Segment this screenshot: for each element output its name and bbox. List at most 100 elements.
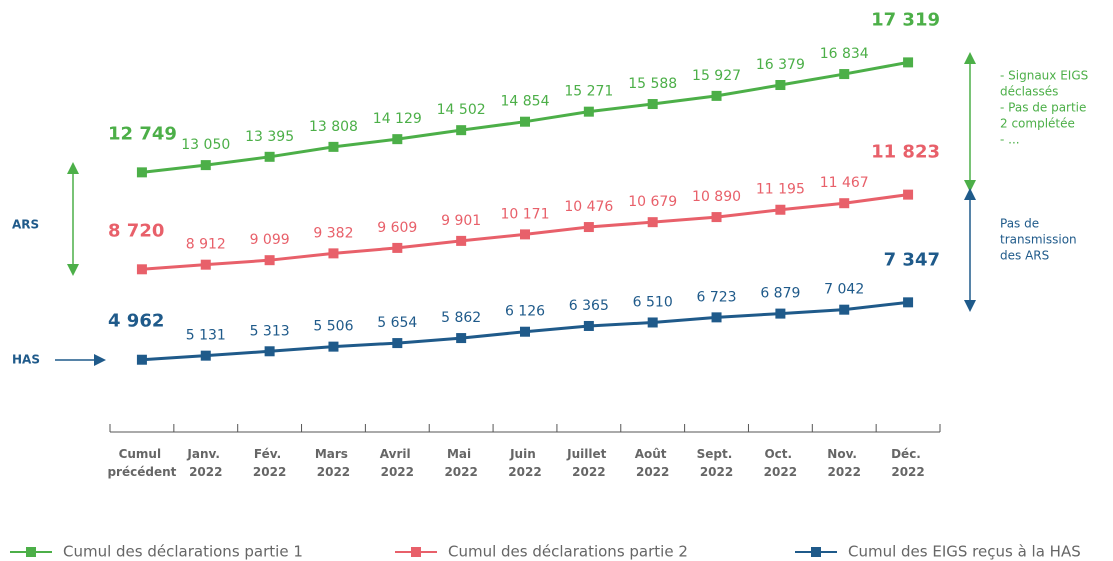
point-marker — [392, 338, 403, 349]
point-marker — [328, 341, 339, 352]
x-tick-label: Oct. 2022 — [764, 447, 797, 479]
annotation: - Pas de partie — [1000, 101, 1086, 115]
point-marker — [456, 333, 467, 344]
legend-marker — [811, 547, 821, 557]
annotation: - ... — [1000, 133, 1020, 147]
data-label: 16 834 — [820, 46, 869, 62]
point-marker — [647, 317, 658, 328]
data-label: 5 131 — [186, 328, 226, 344]
x-tick-line: 2022 — [317, 465, 350, 479]
x-tick-line: 2022 — [444, 465, 477, 479]
point-marker — [520, 229, 530, 240]
data-label: 6 365 — [569, 298, 609, 314]
point-marker — [520, 116, 530, 127]
data-label: 14 502 — [437, 102, 486, 118]
point-marker — [456, 125, 467, 136]
point-marker — [775, 80, 786, 91]
point-marker — [456, 235, 467, 246]
x-tick-label: Août 2022 — [635, 447, 671, 479]
data-label: 6 879 — [760, 286, 800, 302]
x-tick-line: 2022 — [891, 465, 924, 479]
data-label: 10 890 — [692, 189, 741, 205]
annotation: Pas de — [1000, 217, 1039, 231]
point-marker — [520, 326, 530, 337]
data-label: 7 347 — [884, 249, 940, 270]
x-tick-line: 2022 — [381, 465, 414, 479]
annotation: 2 complétée — [1000, 117, 1075, 131]
data-label: 8 912 — [186, 237, 226, 253]
x-tick-line: Mai — [447, 447, 475, 461]
has-label: HAS — [12, 353, 40, 367]
x-tick-label: Janv. 2022 — [186, 447, 224, 479]
x-tick-line: 2022 — [764, 465, 797, 479]
data-label: 15 271 — [564, 84, 613, 100]
data-label: 6 126 — [505, 304, 545, 320]
point-marker — [775, 308, 786, 319]
point-marker — [264, 151, 275, 162]
x-tick-line: Août — [635, 447, 671, 461]
point-marker — [264, 255, 275, 266]
x-tick-line: Mars — [315, 447, 352, 461]
point-marker — [200, 160, 211, 171]
x-tick-line: précédent — [107, 465, 176, 479]
x-tick-label: Cumul précédent — [107, 447, 176, 479]
point-marker — [200, 259, 211, 270]
point-marker — [136, 354, 147, 365]
point-marker — [839, 304, 850, 315]
x-tick-label: Mai 2022 — [444, 447, 477, 479]
point-marker — [200, 350, 211, 361]
legend-label: Cumul des EIGS reçus à la HAS — [848, 543, 1081, 561]
annotation: transmission — [1000, 233, 1077, 247]
point-marker — [328, 141, 339, 152]
data-label: 10 476 — [564, 199, 613, 215]
x-tick-label: Sept. 2022 — [697, 447, 737, 479]
data-label: 14 854 — [501, 94, 550, 110]
data-label: 13 395 — [245, 129, 294, 145]
x-tick-line: 2022 — [828, 465, 861, 479]
x-tick-line: 2022 — [636, 465, 669, 479]
point-marker — [136, 167, 147, 178]
point-marker — [839, 198, 850, 209]
data-label: 6 510 — [633, 294, 673, 310]
data-label: 7 042 — [824, 282, 864, 298]
data-label: 11 467 — [820, 175, 869, 191]
point-marker — [711, 90, 722, 101]
data-label: 12 749 — [108, 123, 177, 144]
point-marker — [392, 134, 403, 145]
point-marker — [583, 222, 594, 233]
data-label: 6 723 — [696, 289, 736, 305]
data-label: 9 901 — [441, 213, 481, 229]
point-marker — [775, 204, 786, 215]
x-tick-label: Juillet 2022 — [566, 447, 610, 479]
x-tick-label: Juin 2022 — [508, 447, 541, 479]
data-label: 5 506 — [313, 319, 353, 335]
x-tick-line: Nov. — [827, 447, 861, 461]
point-marker — [583, 106, 594, 117]
x-tick-line: Juillet — [566, 447, 610, 461]
data-label: 15 927 — [692, 68, 741, 84]
ars-label: ARS — [12, 218, 39, 232]
data-label: 4 962 — [108, 311, 164, 332]
data-label: 16 379 — [756, 57, 805, 73]
data-label: 11 195 — [756, 182, 805, 198]
x-tick-line: 2022 — [189, 465, 222, 479]
x-tick-label: Fév. 2022 — [253, 447, 286, 479]
point-marker — [328, 248, 339, 259]
data-label: 17 319 — [871, 9, 940, 30]
x-tick-label: Avril 2022 — [380, 447, 415, 479]
x-tick-line: Avril — [380, 447, 415, 461]
data-label: 13 050 — [181, 137, 230, 153]
x-tick-line: Cumul — [119, 447, 166, 461]
data-label: 9 609 — [377, 220, 417, 236]
point-marker — [711, 212, 722, 223]
point-marker — [711, 312, 722, 323]
x-tick-line: Sept. — [697, 447, 737, 461]
x-tick-line: 2022 — [253, 465, 286, 479]
legend-label: Cumul des déclarations partie 2 — [448, 543, 688, 561]
annotation: - Signaux EIGS — [1000, 69, 1088, 83]
data-label: 10 171 — [501, 206, 550, 222]
data-label: 10 679 — [628, 194, 677, 210]
data-label: 8 720 — [108, 220, 164, 241]
x-tick-line: 2022 — [572, 465, 605, 479]
